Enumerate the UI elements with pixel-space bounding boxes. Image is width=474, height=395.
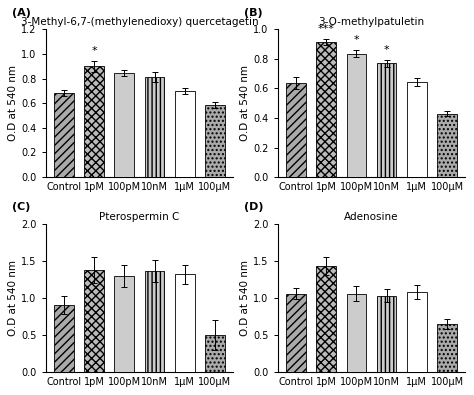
- Bar: [407, 292, 427, 372]
- Bar: [145, 271, 164, 372]
- Bar: [286, 83, 306, 177]
- Text: (A): (A): [12, 8, 31, 18]
- Bar: [317, 266, 336, 372]
- Bar: [437, 324, 457, 372]
- Y-axis label: O.D at 540 nm: O.D at 540 nm: [9, 260, 18, 336]
- Bar: [346, 54, 366, 177]
- Bar: [437, 114, 457, 177]
- Bar: [54, 93, 73, 177]
- Bar: [175, 275, 194, 372]
- Bar: [145, 77, 164, 177]
- Bar: [286, 293, 306, 372]
- Bar: [377, 296, 396, 372]
- Bar: [115, 276, 134, 372]
- Bar: [205, 105, 225, 177]
- Title: 3-O-methylpatuletin: 3-O-methylpatuletin: [319, 17, 425, 27]
- Text: (C): (C): [12, 202, 30, 212]
- Title: Pterospermin C: Pterospermin C: [99, 212, 180, 222]
- Text: *: *: [354, 35, 359, 45]
- Y-axis label: O.D at 540 nm: O.D at 540 nm: [9, 65, 18, 141]
- Y-axis label: O.D at 540 nm: O.D at 540 nm: [240, 260, 250, 336]
- Text: ***: ***: [318, 24, 335, 34]
- Bar: [84, 270, 104, 372]
- Bar: [54, 305, 73, 372]
- Bar: [84, 66, 104, 177]
- Bar: [346, 293, 366, 372]
- Y-axis label: O.D at 540 nm: O.D at 540 nm: [240, 65, 250, 141]
- Bar: [175, 91, 194, 177]
- Bar: [407, 82, 427, 177]
- Text: *: *: [91, 45, 97, 56]
- Bar: [377, 63, 396, 177]
- Title: 3-Methyl-6,7-(methylenedioxy) quercetagetin: 3-Methyl-6,7-(methylenedioxy) quercetage…: [20, 17, 258, 27]
- Text: *: *: [384, 45, 390, 55]
- Text: (B): (B): [244, 8, 263, 18]
- Bar: [205, 335, 225, 372]
- Text: (D): (D): [244, 202, 264, 212]
- Title: Adenosine: Adenosine: [344, 212, 399, 222]
- Bar: [317, 42, 336, 177]
- Bar: [115, 73, 134, 177]
